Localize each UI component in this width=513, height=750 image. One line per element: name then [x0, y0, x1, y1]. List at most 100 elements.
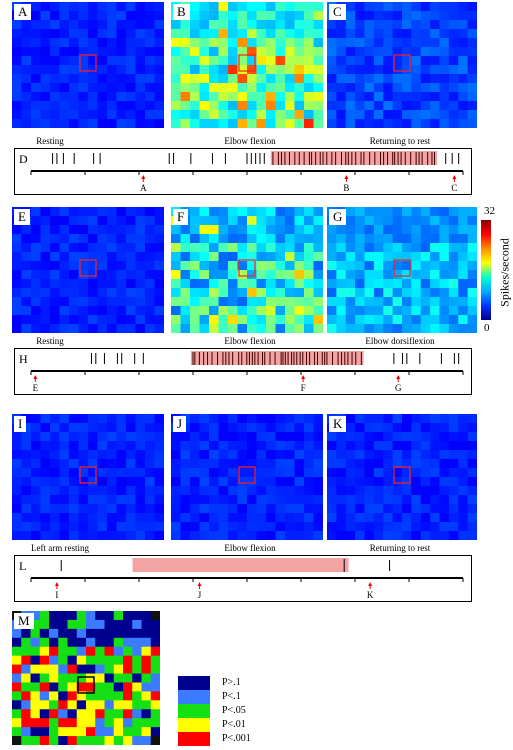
heatmap-cell — [327, 243, 337, 253]
heatmap-cell — [145, 74, 155, 84]
heatmap-cell — [180, 513, 191, 523]
heatmap-cell — [448, 20, 459, 30]
heatmap-cell — [383, 486, 394, 496]
heatmap-cell — [237, 243, 248, 253]
heatmap-cell — [228, 38, 238, 48]
heatmap-cell — [218, 459, 229, 469]
stat-cell — [150, 628, 160, 639]
heatmap-cell — [327, 234, 337, 244]
heatmap-cell — [69, 2, 79, 12]
heatmap-cell — [458, 74, 469, 84]
heatmap-cell — [275, 459, 286, 469]
heatmap-cell — [97, 441, 108, 451]
heatmap-cell — [50, 432, 60, 442]
heatmap-cell — [59, 441, 70, 451]
stat-cell — [39, 628, 50, 639]
stat-cell — [113, 637, 124, 648]
panel-letter: B — [173, 4, 190, 20]
heatmap-cell — [126, 324, 136, 333]
heatmap-cell — [209, 423, 219, 433]
heatmap-cell — [439, 261, 450, 271]
heatmap-cell — [373, 522, 384, 532]
heatmap-cell — [304, 486, 314, 496]
heatmap-cell — [88, 297, 98, 307]
marker-label: B — [343, 183, 349, 193]
heatmap-cell — [448, 216, 459, 226]
heatmap-cell — [228, 74, 238, 84]
heatmap-cell — [88, 65, 98, 75]
heatmap-cell — [171, 65, 181, 75]
stat-cell — [21, 700, 31, 710]
stat-cell — [58, 628, 68, 639]
heatmap-cell — [458, 261, 469, 271]
stat-cell — [150, 646, 160, 657]
heatmap-cell — [383, 297, 394, 307]
heatmap-cell — [180, 47, 191, 57]
heatmap-cell — [218, 20, 229, 30]
heatmap-cell — [107, 225, 117, 235]
heatmap-cell — [107, 486, 117, 496]
heatmap-cell — [266, 279, 276, 289]
heatmap-cell — [145, 225, 155, 235]
heatmap-cell — [402, 324, 412, 333]
stat-cell — [123, 736, 133, 745]
heatmap-cell — [40, 477, 51, 487]
heatmap-cell — [458, 101, 469, 111]
heatmap-cell — [12, 38, 22, 48]
stat-cell — [95, 646, 105, 657]
heatmap-cell — [237, 279, 248, 289]
heatmap-cell — [21, 234, 32, 244]
heatmap-cell — [126, 83, 136, 93]
heatmap-cell — [154, 56, 164, 66]
heatmap-cell — [275, 29, 286, 39]
heatmap-cell — [218, 119, 229, 128]
heatmap-cell — [285, 513, 295, 523]
heatmap-cell — [116, 450, 127, 460]
stat-cell — [132, 637, 142, 648]
stat-cell — [21, 655, 31, 666]
heatmap-cell — [364, 477, 375, 487]
heatmap-cell — [116, 234, 127, 244]
heatmap-cell — [294, 522, 305, 532]
stat-cell — [141, 619, 152, 630]
legend-swatch — [178, 718, 210, 732]
heatmap-cell — [135, 38, 146, 48]
heatmap-cell — [88, 414, 98, 424]
heatmap-cell — [209, 531, 219, 540]
heatmap-cell — [304, 423, 314, 433]
heatmap-cell — [430, 29, 440, 39]
heatmap-cell — [50, 513, 60, 523]
heatmap-cell — [448, 270, 459, 280]
stat-cell — [76, 628, 87, 639]
heatmap-cell — [430, 414, 440, 424]
heatmap-cell — [40, 441, 51, 451]
stat-cell — [58, 646, 68, 657]
heatmap-cell — [304, 101, 314, 111]
heatmap-cell — [218, 74, 229, 84]
heatmap-cell — [78, 315, 89, 325]
heatmap-cell — [40, 459, 51, 469]
heatmap-cell — [154, 432, 164, 442]
heatmap-cell — [448, 243, 459, 253]
heatmap-cell — [59, 243, 70, 253]
heatmap-cell — [392, 441, 403, 451]
heatmap-cell — [135, 2, 146, 12]
heatmap-cell — [364, 306, 375, 316]
heatmap-cell — [88, 315, 98, 325]
heatmap-cell — [154, 74, 164, 84]
heatmap-cell — [78, 477, 89, 487]
heatmap-cell — [247, 441, 257, 451]
stat-cell — [58, 736, 68, 745]
heatmap-cell — [69, 270, 79, 280]
marker-label: G — [395, 383, 402, 393]
heatmap-cell — [285, 504, 295, 514]
heatmap-cell — [40, 531, 51, 540]
heatmap-cell — [373, 441, 384, 451]
stat-cell — [21, 718, 31, 728]
stat-cell — [141, 736, 152, 745]
stat-cell — [132, 673, 142, 683]
heatmap-cell — [209, 513, 219, 523]
heatmap-cell — [345, 83, 356, 93]
heatmap-cell — [364, 47, 375, 57]
